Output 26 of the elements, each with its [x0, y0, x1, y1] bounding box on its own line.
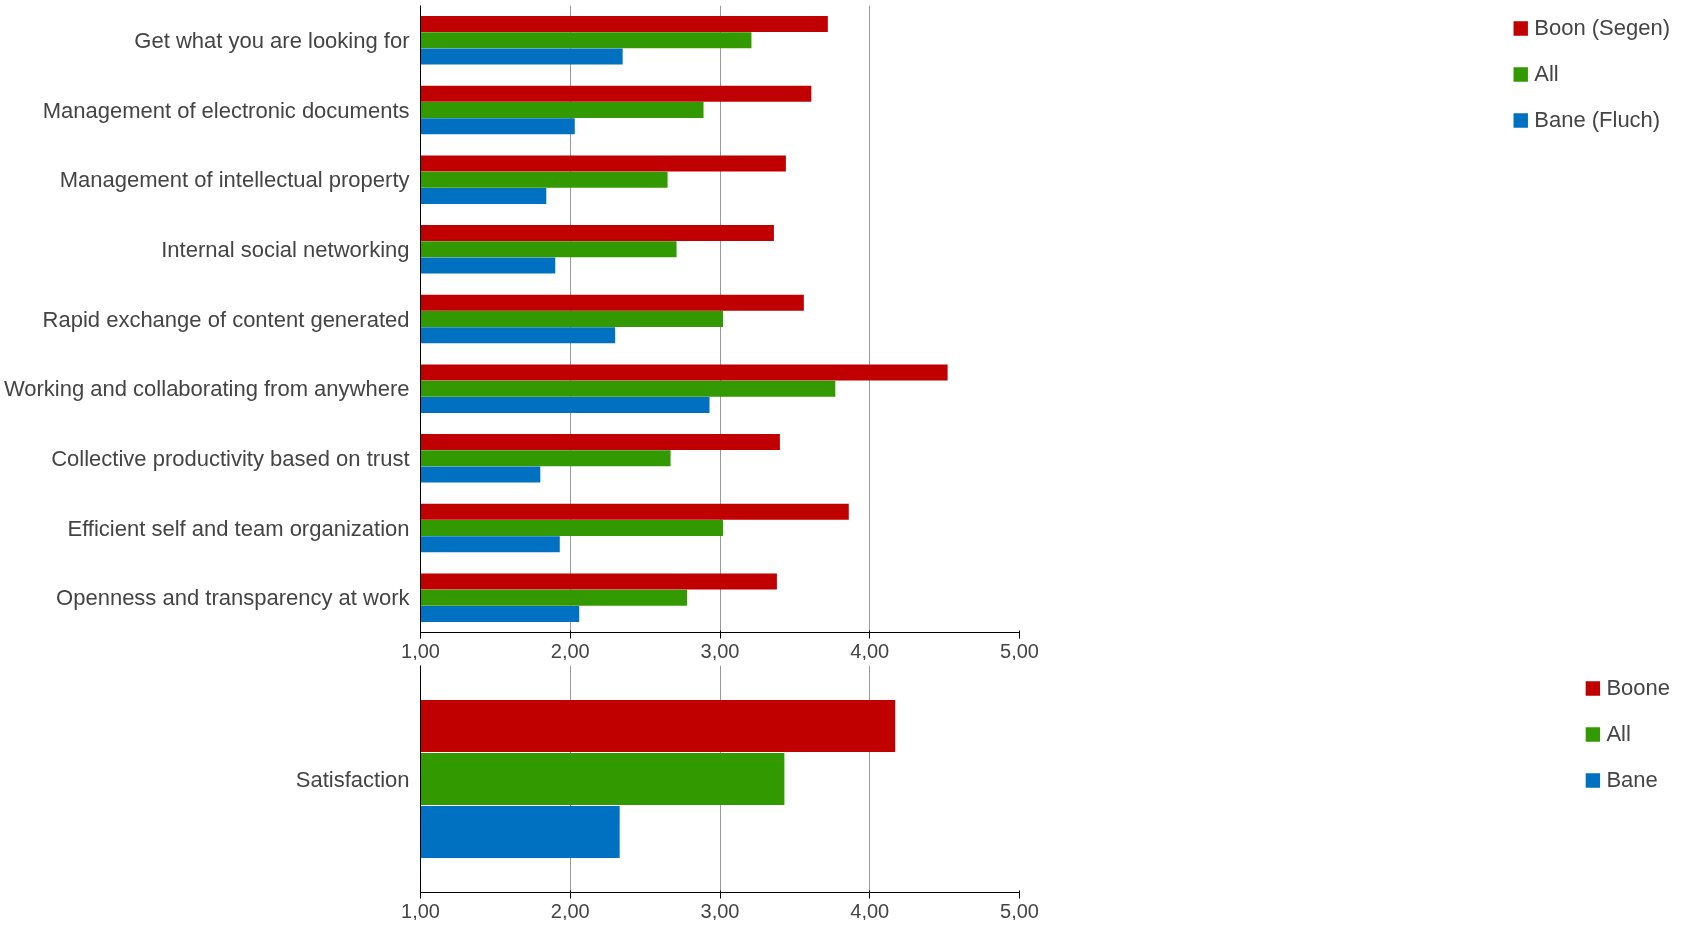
y-tick-label: Collective productivity based on trust: [51, 445, 410, 471]
legend-label: Bane: [1606, 767, 1658, 793]
y-tick-label: Satisfaction: [295, 766, 410, 792]
x-tick-label: 5,00: [1000, 899, 1039, 922]
x-tick-label: 2,00: [550, 899, 590, 922]
y-tick-label: Management of intellectual property: [59, 167, 410, 193]
y-tick-label: Openness and transparency at work: [56, 585, 411, 611]
x-tick-label: 1,00: [401, 899, 440, 922]
x-tick-label: 3,00: [700, 899, 740, 922]
y-tick-label: Rapid exchange of content generated: [42, 306, 410, 332]
legend-label: Boone: [1606, 675, 1670, 701]
x-tick-label: 4,00: [850, 639, 890, 662]
legend-label: All: [1534, 61, 1559, 87]
y-tick-label: Internal social networking: [161, 236, 410, 262]
x-tick-label: 5,00: [1000, 639, 1039, 662]
x-tick-label: 3,00: [700, 639, 740, 662]
x-tick-label: 2,00: [550, 639, 590, 662]
x-tick-label: 1,00: [401, 639, 440, 662]
x-tick-label: 4,00: [850, 899, 890, 922]
y-tick-label: Efficient self and team organization: [67, 515, 410, 541]
legend-label: Bane (Fluch): [1534, 107, 1661, 133]
legend-label: All: [1606, 721, 1631, 747]
y-tick-label: Get what you are looking for: [134, 27, 410, 53]
legend-label: Boon (Segen): [1534, 15, 1670, 41]
y-tick-label: Management of electronic documents: [42, 97, 410, 123]
y-tick-label: Working and collaborating from anywhere: [3, 376, 410, 402]
